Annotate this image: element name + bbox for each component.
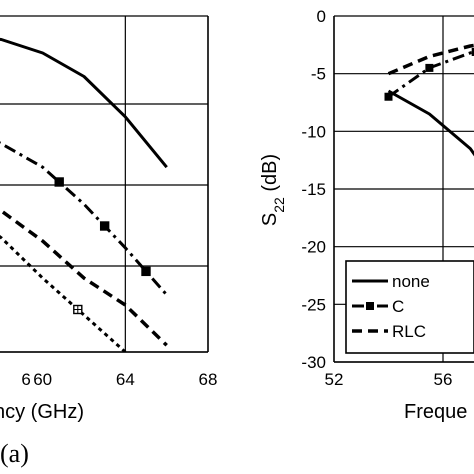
left-series-1-marker-0 <box>54 177 64 187</box>
left-series-1-marker-1 <box>99 221 110 231</box>
right-y-tick-0: 0 <box>317 7 326 26</box>
right-series-C-marker-2 <box>471 47 474 56</box>
left-chart-panel: 6 60 64 68 ncy (GHz) <box>0 15 218 423</box>
left-series-3-marker-2 <box>138 361 146 369</box>
left-series-line-0 <box>0 37 168 169</box>
right-x-tick-52: 52 <box>325 370 344 389</box>
left-x-tick-64: 64 <box>116 370 135 389</box>
right-y-tick--30: -30 <box>301 353 326 372</box>
left-series-line-2 <box>0 208 168 347</box>
left-series-group <box>0 37 168 369</box>
legend-label-none: none <box>392 272 430 291</box>
left-x-tick-60: 60 <box>33 370 52 389</box>
left-x-axis-label: ncy (GHz) <box>0 401 84 423</box>
right-y-tick--10: -10 <box>301 122 326 141</box>
right-series-C-marker-0 <box>384 92 393 101</box>
right-series-group <box>384 43 474 157</box>
right-series-C-marker-1 <box>425 63 434 72</box>
right-series-line-C <box>387 50 474 98</box>
right-y-tick--5: -5 <box>311 65 326 84</box>
left-series-line-1 <box>0 141 168 296</box>
legend-label-C: C <box>392 297 404 316</box>
right-legend: none C RLC <box>345 260 474 354</box>
right-x-tick-56: 56 <box>434 370 453 389</box>
left-series-1-marker-2 <box>141 266 151 277</box>
panel-label: (a) <box>0 439 29 468</box>
right-y-axis-label: S22 (dB) <box>259 154 287 226</box>
left-series-3-marker-cross-2 <box>138 361 146 369</box>
legend-marker-C <box>366 302 374 310</box>
right-series-line-RLC <box>387 43 474 76</box>
right-y-tick--25: -25 <box>301 295 326 314</box>
left-series-3-marker-cross-1 <box>73 305 82 314</box>
left-series-line-3 <box>0 234 128 352</box>
right-x-axis-label: Freque <box>404 401 467 423</box>
left-x-tick-partial: 6 <box>21 370 30 389</box>
legend-label-RLC: RLC <box>392 322 426 341</box>
left-x-tick-68: 68 <box>199 370 218 389</box>
right-y-tick--20: -20 <box>301 238 326 257</box>
right-y-tick--15: -15 <box>301 180 326 199</box>
right-series-line-none <box>387 89 474 157</box>
